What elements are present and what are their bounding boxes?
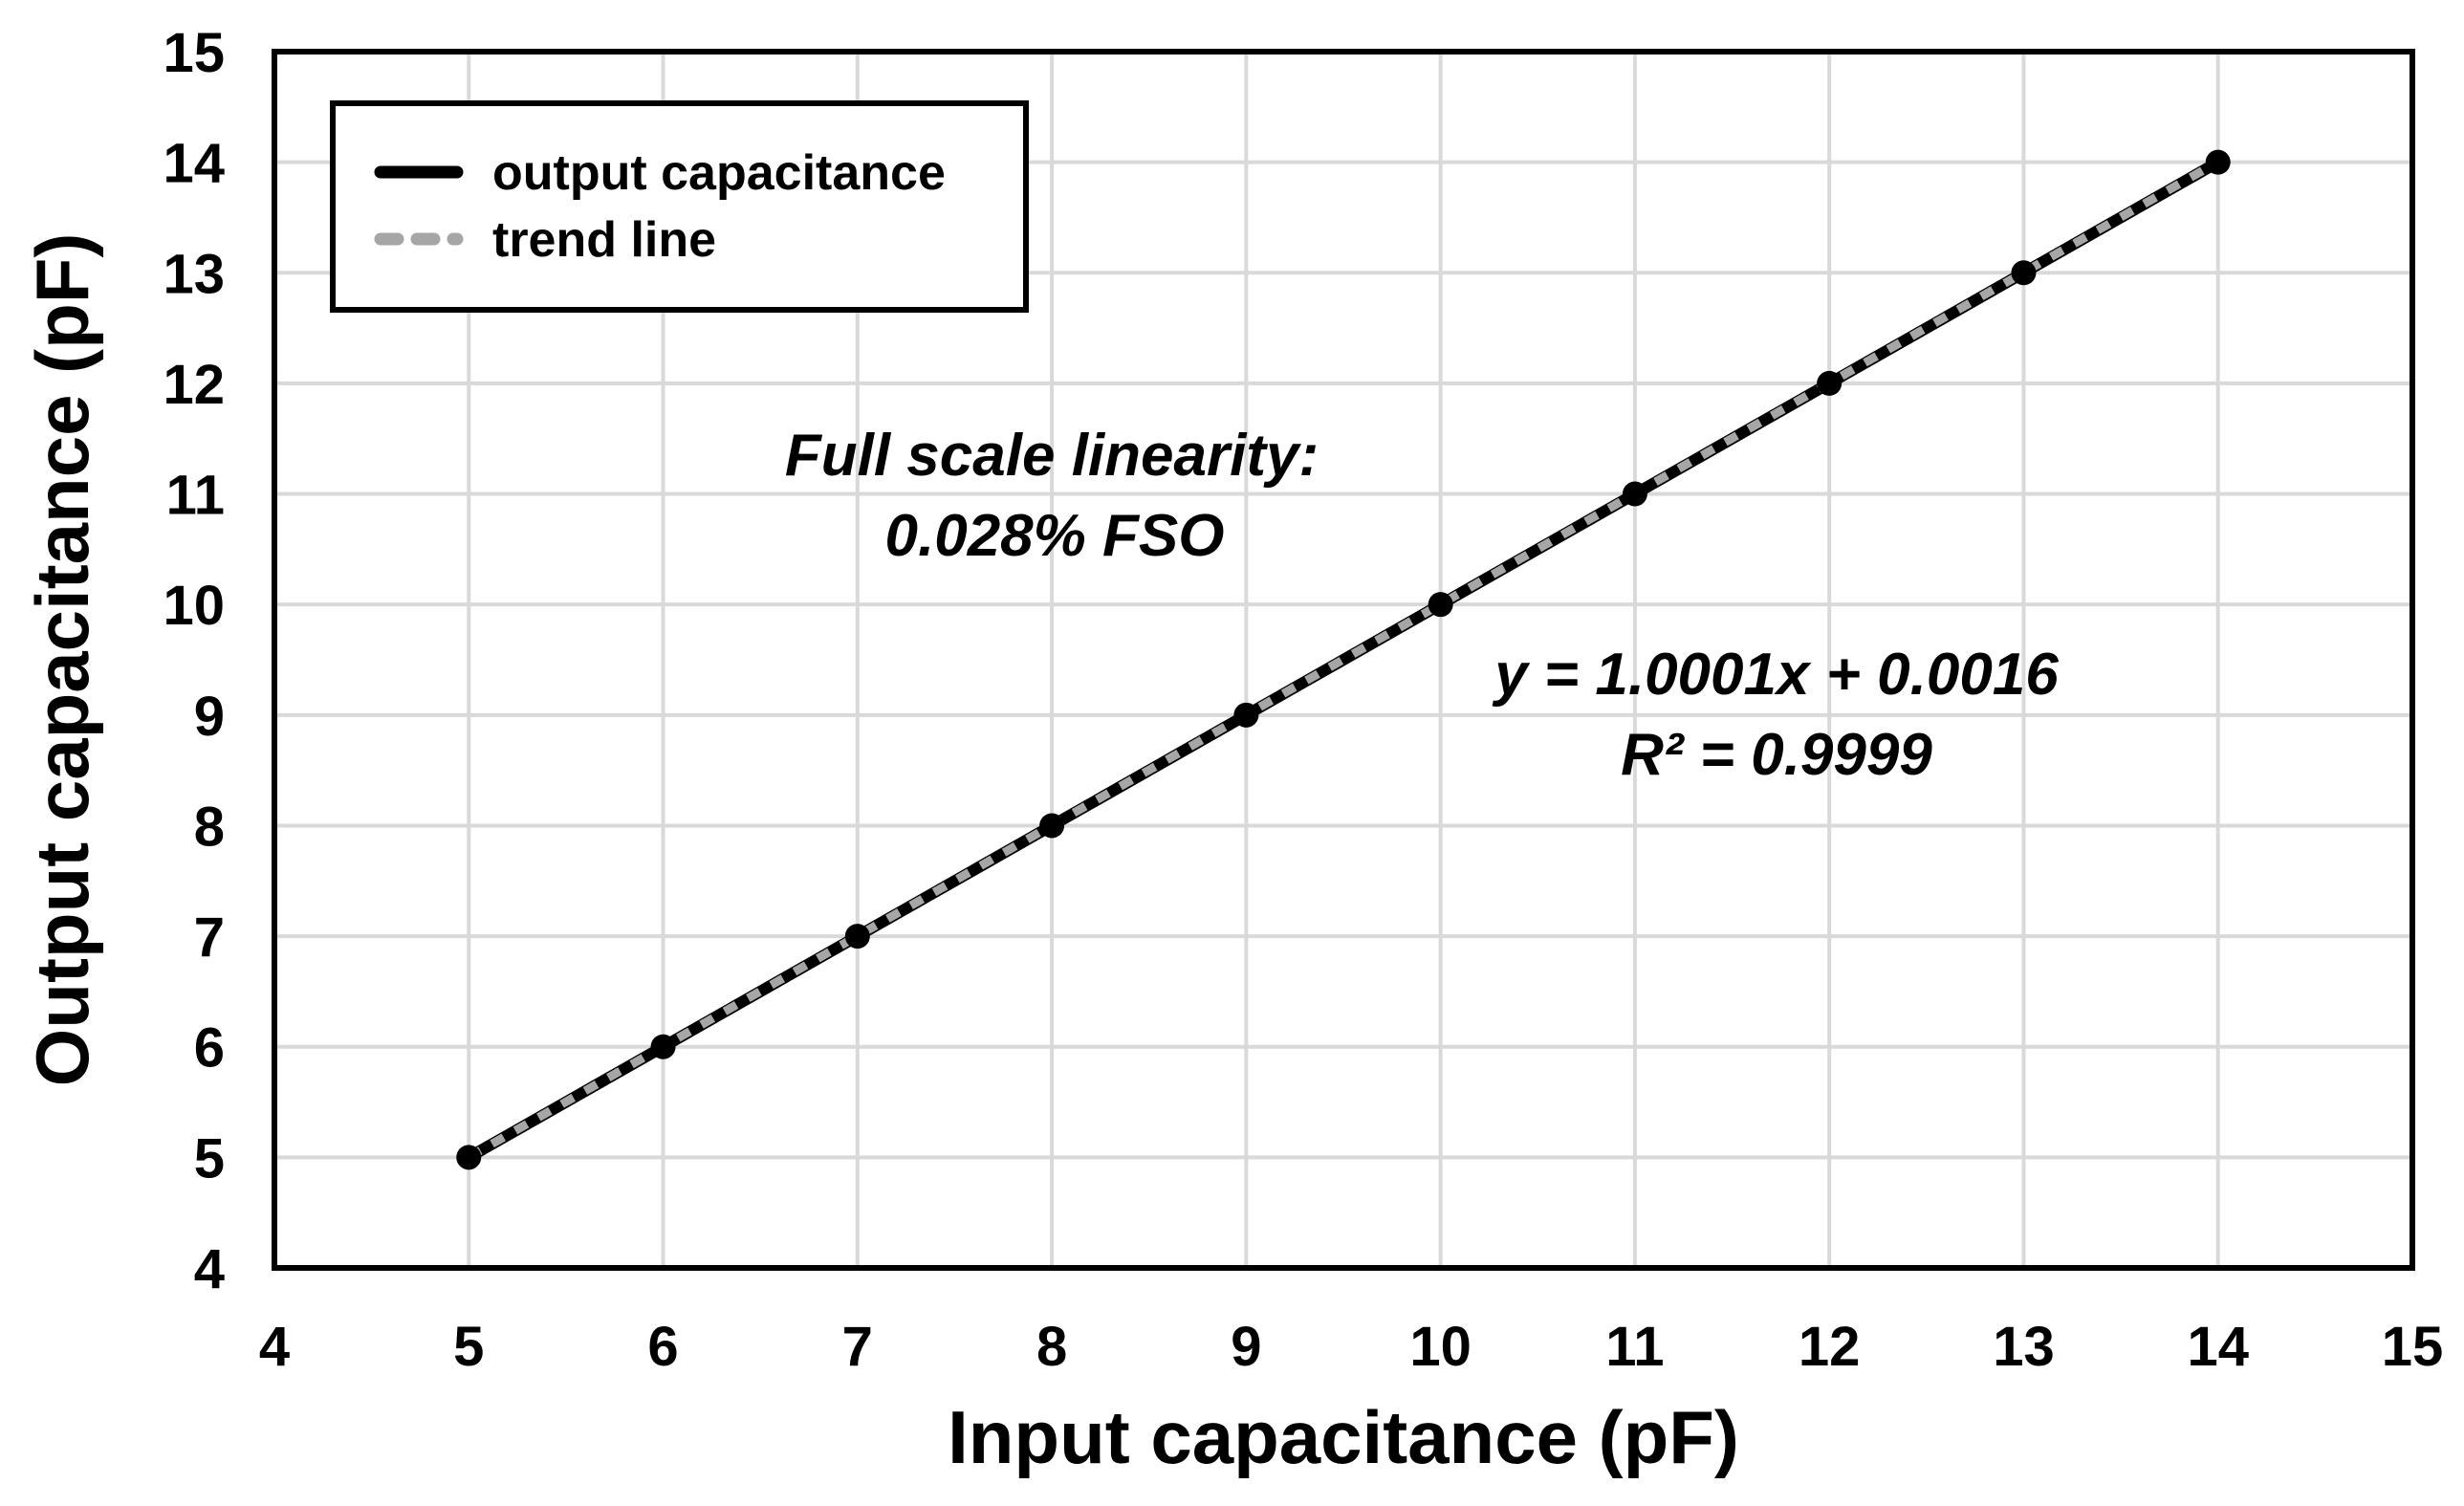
annotation-linearity-line2: 0.028% FSO bbox=[885, 503, 1225, 569]
legend: output capacitance trend line bbox=[330, 100, 1029, 313]
x-tick-label-9: 9 bbox=[1231, 1316, 1261, 1378]
y-tick-label-13: 13 bbox=[163, 243, 225, 305]
annotation-r-squared: R² = 0.9999 bbox=[1621, 722, 1932, 788]
data-point-12 bbox=[1817, 370, 1843, 396]
annotation-equation: y = 1.0001x + 0.0016 bbox=[1492, 642, 2059, 708]
legend-label-trend-line: trend line bbox=[492, 212, 716, 268]
x-tick-label-13: 13 bbox=[1993, 1316, 2055, 1378]
series-line-output-capacitance bbox=[463, 156, 2224, 1164]
x-tick-label-4: 4 bbox=[259, 1316, 290, 1378]
x-axis-title: Input capacitance (pF) bbox=[948, 1395, 1739, 1479]
y-tick-label-9: 9 bbox=[194, 686, 225, 748]
x-tick-label-8: 8 bbox=[1036, 1316, 1067, 1378]
legend-box bbox=[330, 100, 1029, 313]
y-tick-label-12: 12 bbox=[163, 354, 225, 416]
data-point-6 bbox=[650, 1034, 676, 1059]
x-tick-label-5: 5 bbox=[453, 1316, 484, 1378]
data-point-10 bbox=[1428, 592, 1453, 618]
data-point-5 bbox=[456, 1145, 482, 1170]
x-tick-label-7: 7 bbox=[842, 1316, 873, 1378]
y-axis-title: Output capacitance (pF) bbox=[20, 233, 104, 1087]
x-tick-label-14: 14 bbox=[2187, 1316, 2249, 1378]
data-point-11 bbox=[1622, 481, 1647, 507]
x-tick-label-12: 12 bbox=[1799, 1316, 1861, 1378]
data-point-7 bbox=[844, 924, 870, 949]
x-tick-label-6: 6 bbox=[647, 1316, 678, 1378]
y-tick-label-15: 15 bbox=[163, 22, 225, 84]
x-tick-label-10: 10 bbox=[1409, 1316, 1472, 1378]
legend-label-output-capacitance: output capacitance bbox=[492, 145, 946, 201]
y-tick-label-14: 14 bbox=[163, 133, 225, 195]
data-point-8 bbox=[1039, 813, 1065, 839]
annotation-linearity-line1: Full scale linearity: bbox=[785, 423, 1319, 489]
tick-labels: 4 5 6 7 8 9 10 11 12 13 14 15 4 5 6 7 8 9 10 11 12 13 14 15 bbox=[163, 22, 2443, 1378]
data-point-13 bbox=[2011, 260, 2037, 286]
y-tick-label-6: 6 bbox=[194, 1017, 225, 1080]
y-tick-label-7: 7 bbox=[194, 906, 225, 969]
y-tick-label-10: 10 bbox=[163, 575, 225, 637]
plot-frame bbox=[272, 49, 2415, 1271]
y-tick-label-11: 11 bbox=[166, 465, 225, 527]
x-tick-label-15: 15 bbox=[2382, 1316, 2444, 1378]
x-tick-label-11: 11 bbox=[1605, 1316, 1664, 1378]
data-point-9 bbox=[1233, 702, 1259, 728]
y-tick-label-4: 4 bbox=[194, 1238, 225, 1300]
y-tick-label-5: 5 bbox=[194, 1127, 225, 1190]
series-layer bbox=[456, 149, 2231, 1170]
y-tick-label-8: 8 bbox=[194, 796, 225, 858]
data-point-14 bbox=[2205, 149, 2231, 175]
